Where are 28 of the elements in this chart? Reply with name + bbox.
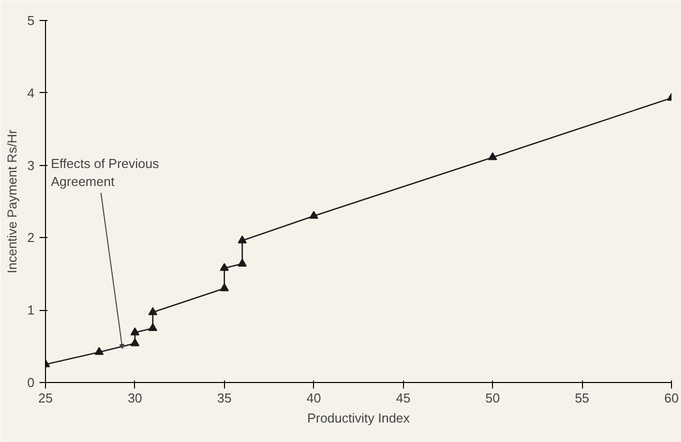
y-tick-label: 3	[27, 158, 35, 173]
x-tick-label: 40	[306, 390, 322, 406]
point	[220, 262, 229, 271]
y-tick-label: 4	[27, 85, 35, 100]
y-tick-label: 2	[27, 230, 35, 246]
y-tick-label: 5	[27, 13, 35, 28]
x-tick-label: 35	[217, 390, 232, 406]
x-tick-label: 60	[664, 390, 679, 406]
y-tick-label: 1	[27, 302, 35, 318]
x-tick-label: 55	[574, 390, 590, 406]
point	[130, 338, 140, 346]
point	[94, 346, 104, 355]
point	[148, 307, 158, 316]
point	[148, 323, 158, 332]
point	[130, 327, 140, 336]
point	[220, 283, 229, 292]
x-tick-label: 50	[485, 390, 500, 406]
point	[309, 210, 318, 219]
y-tick-label: 0	[27, 375, 35, 390]
x-axis-title: Productivity Index	[307, 410, 410, 426]
x-tick-label: 25	[38, 390, 53, 406]
x-tick-label: 30	[128, 390, 142, 406]
point	[238, 235, 247, 244]
annotation: Effects of Previous Agreement	[50, 156, 160, 190]
y-axis-title: Incentive Payment Rs/Hr	[4, 128, 20, 274]
point	[238, 258, 247, 267]
point	[488, 152, 498, 160]
x-tick-label: 45	[396, 390, 410, 406]
